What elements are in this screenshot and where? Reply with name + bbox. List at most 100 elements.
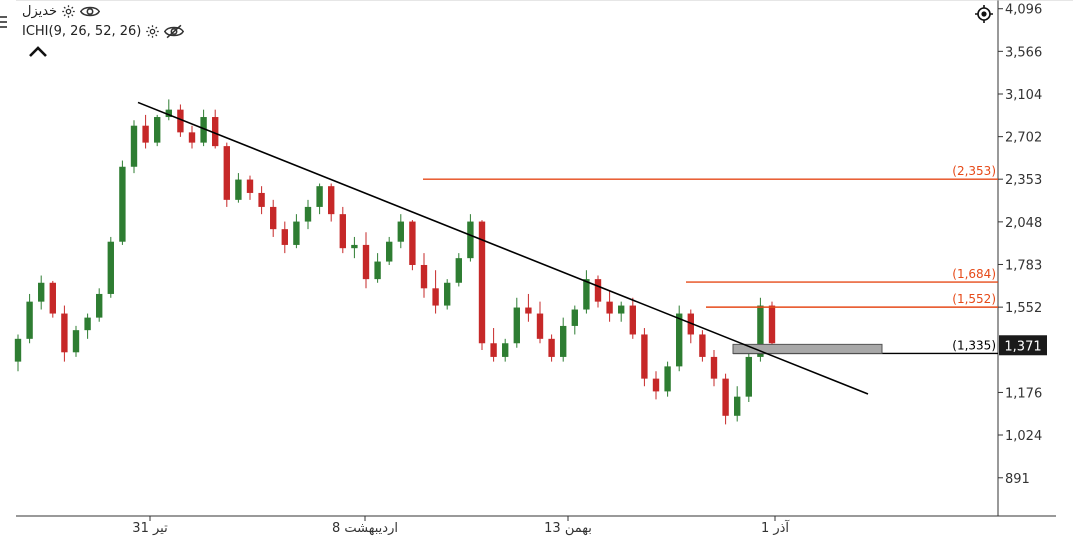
chevron-up-icon[interactable] bbox=[28, 44, 48, 63]
level-label: (1,335) bbox=[952, 338, 996, 352]
y-tick-label: 2,702 bbox=[1005, 131, 1042, 146]
crosshair-target-icon[interactable] bbox=[975, 5, 993, 23]
candle-body bbox=[652, 378, 660, 392]
y-tick-label: 1,024 bbox=[1005, 429, 1042, 444]
candle-body bbox=[362, 244, 370, 280]
candle-body bbox=[502, 343, 509, 357]
candle-body bbox=[583, 279, 590, 310]
candle-body bbox=[734, 396, 741, 416]
candle-body bbox=[432, 288, 439, 306]
candle-body bbox=[316, 186, 323, 207]
candle-body bbox=[676, 313, 683, 367]
candle-body bbox=[606, 301, 613, 314]
candle-body bbox=[142, 125, 149, 143]
x-tick-label: 13 بهمن bbox=[544, 521, 592, 536]
gear-icon[interactable] bbox=[145, 24, 160, 39]
y-tick-label: 1,783 bbox=[1005, 258, 1042, 273]
candle-body bbox=[386, 241, 393, 262]
candle-body bbox=[26, 301, 33, 339]
candle-body bbox=[490, 343, 497, 357]
support-zone-rect bbox=[732, 343, 883, 354]
candle-body bbox=[548, 338, 555, 357]
candle-body bbox=[444, 282, 451, 306]
candle-body bbox=[710, 356, 718, 379]
y-tick-label: 2,048 bbox=[1005, 216, 1042, 231]
candle-body bbox=[351, 244, 358, 249]
candle-body bbox=[536, 313, 544, 339]
indicator-legend: ICHI(9, 26, 52, 26) bbox=[22, 24, 185, 39]
candle-body bbox=[130, 125, 138, 167]
candle-body bbox=[455, 258, 462, 283]
candle-body bbox=[61, 313, 68, 353]
current-price-tag bbox=[999, 335, 1047, 356]
candle-body bbox=[258, 192, 265, 207]
candle-body bbox=[699, 334, 706, 357]
candle-body bbox=[281, 229, 288, 245]
y-tick-label: 1,176 bbox=[1005, 386, 1042, 401]
candle-body bbox=[513, 307, 520, 344]
current-price-label: 1,371 bbox=[1004, 339, 1041, 354]
symbol-legend: خدیزل bbox=[22, 4, 101, 19]
candle-body bbox=[571, 309, 578, 326]
x-tick-label: 1 آذر bbox=[761, 519, 790, 536]
candle-body bbox=[467, 221, 474, 259]
candle-body bbox=[96, 293, 103, 318]
candle-body bbox=[188, 132, 196, 143]
x-tick-label: 8 اردیبهشت bbox=[332, 521, 398, 536]
eye-off-icon[interactable] bbox=[164, 24, 185, 39]
candle-body bbox=[107, 241, 114, 294]
candle-body bbox=[119, 166, 126, 242]
candle-body bbox=[328, 186, 335, 215]
candle-body bbox=[525, 307, 532, 314]
eye-icon[interactable] bbox=[80, 4, 101, 19]
gear-icon[interactable] bbox=[61, 4, 76, 19]
candle-body bbox=[304, 206, 312, 222]
candle-body bbox=[154, 117, 161, 143]
level-label: (1,684) bbox=[952, 267, 996, 281]
candle-body bbox=[664, 366, 671, 392]
candle-body bbox=[594, 279, 602, 302]
candle-body bbox=[560, 325, 567, 357]
candle-body bbox=[629, 305, 636, 335]
candle-body bbox=[165, 109, 172, 118]
y-tick-label: 4,096 bbox=[1005, 3, 1042, 18]
candle-body bbox=[722, 378, 729, 416]
level-label: (2,353) bbox=[952, 164, 996, 178]
candle-body bbox=[38, 282, 45, 302]
candle-body bbox=[409, 221, 416, 265]
candle-body bbox=[223, 146, 230, 200]
y-tick-label: 2,353 bbox=[1005, 173, 1042, 188]
candle-body bbox=[757, 305, 764, 357]
symbol-name: خدیزل bbox=[22, 4, 58, 19]
y-tick-label: 3,104 bbox=[1005, 88, 1042, 103]
menu-icon[interactable] bbox=[0, 14, 8, 28]
candle-body bbox=[745, 356, 752, 397]
candle-body bbox=[212, 117, 219, 147]
trendline bbox=[137, 101, 869, 395]
candle-body bbox=[478, 221, 486, 344]
x-tick-label: 31 تیر bbox=[132, 521, 168, 536]
candle-body bbox=[14, 338, 22, 362]
candle-body bbox=[420, 264, 428, 289]
candle-body bbox=[200, 117, 207, 143]
indicator-label: ICHI(9, 26, 52, 26) bbox=[22, 24, 142, 39]
candle-body bbox=[293, 221, 300, 245]
candle-body bbox=[72, 330, 80, 353]
candle-body bbox=[641, 334, 648, 379]
candle-body bbox=[235, 179, 242, 200]
candle-body bbox=[177, 109, 184, 133]
candle-body bbox=[339, 214, 346, 249]
y-tick-label: 3,566 bbox=[1005, 45, 1042, 60]
candle-body bbox=[270, 206, 277, 230]
level-label: (1,552) bbox=[952, 292, 996, 306]
candle-body bbox=[618, 305, 625, 314]
y-tick-label: 891 bbox=[1005, 472, 1030, 487]
candle-body bbox=[49, 282, 56, 314]
candle-body bbox=[84, 317, 91, 331]
candle-body bbox=[768, 305, 776, 344]
candle-body bbox=[374, 261, 381, 280]
candle-body bbox=[246, 179, 254, 193]
candle-body bbox=[397, 221, 404, 242]
